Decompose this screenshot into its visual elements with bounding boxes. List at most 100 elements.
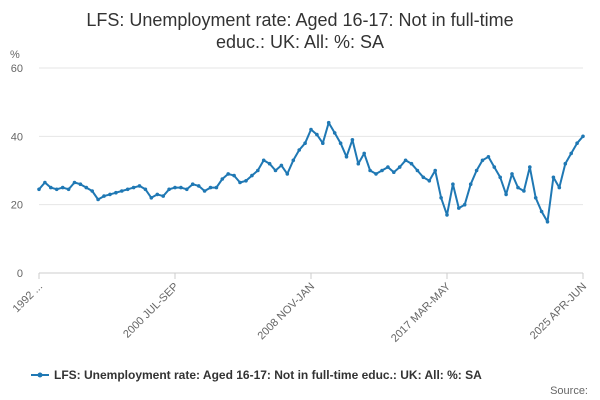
data-point[interactable] <box>575 141 579 145</box>
data-point[interactable] <box>344 155 349 159</box>
data-point[interactable] <box>392 170 396 174</box>
data-point[interactable] <box>492 165 497 169</box>
data-point[interactable] <box>581 134 585 139</box>
data-point[interactable] <box>190 182 195 186</box>
data-point[interactable] <box>66 187 71 192</box>
data-point[interactable] <box>338 141 343 145</box>
data-point[interactable] <box>551 175 556 180</box>
data-point[interactable] <box>161 194 165 198</box>
data-point[interactable] <box>60 185 65 190</box>
data-point[interactable] <box>120 189 124 193</box>
data-point[interactable] <box>569 151 573 156</box>
data-point[interactable] <box>43 180 47 185</box>
data-point[interactable] <box>510 172 514 176</box>
data-point[interactable] <box>49 185 53 190</box>
data-point[interactable] <box>421 175 426 180</box>
data-point[interactable] <box>309 127 313 132</box>
data-point[interactable] <box>528 165 532 169</box>
data-point[interactable] <box>102 194 106 198</box>
data-point[interactable] <box>255 168 260 173</box>
data-point[interactable] <box>557 185 562 190</box>
x-tick-label: 2000 JUL-SEP <box>121 281 181 341</box>
data-point[interactable] <box>131 185 136 190</box>
data-point[interactable] <box>468 182 473 186</box>
data-point[interactable] <box>504 192 508 197</box>
data-point[interactable] <box>539 209 544 214</box>
data-point[interactable] <box>374 172 378 176</box>
data-point[interactable] <box>214 185 219 190</box>
data-point[interactable] <box>516 185 520 190</box>
data-point[interactable] <box>267 161 272 166</box>
data-point[interactable] <box>427 179 432 183</box>
data-point[interactable] <box>261 158 266 163</box>
data-point[interactable] <box>279 163 284 168</box>
data-point[interactable] <box>297 148 302 152</box>
data-point[interactable] <box>380 168 384 173</box>
data-point[interactable] <box>409 161 414 166</box>
data-point[interactable] <box>368 168 372 173</box>
data-point[interactable] <box>96 197 100 202</box>
data-point[interactable] <box>545 220 550 224</box>
data-point[interactable] <box>439 196 443 200</box>
data-point[interactable] <box>179 185 183 190</box>
data-point[interactable] <box>433 168 438 173</box>
data-point[interactable] <box>250 173 254 178</box>
data-point[interactable] <box>108 192 112 197</box>
data-point[interactable] <box>480 158 485 163</box>
data-point[interactable] <box>326 120 331 125</box>
data-point[interactable] <box>173 185 177 190</box>
data-point[interactable] <box>474 168 479 173</box>
data-point[interactable] <box>238 180 242 185</box>
data-point[interactable] <box>114 190 118 195</box>
y-tick-label: 20 <box>11 200 23 212</box>
data-point[interactable] <box>350 138 355 142</box>
data-point[interactable] <box>185 187 189 192</box>
data-point[interactable] <box>90 189 94 193</box>
data-point[interactable] <box>386 165 390 169</box>
data-point[interactable] <box>244 179 248 183</box>
data-point[interactable] <box>285 172 290 176</box>
data-point[interactable] <box>72 180 77 185</box>
data-point[interactable] <box>356 161 361 166</box>
data-point[interactable] <box>462 202 467 207</box>
data-point[interactable] <box>273 168 278 173</box>
data-point[interactable] <box>125 187 130 192</box>
data-point[interactable] <box>226 172 230 176</box>
data-point[interactable] <box>451 182 455 186</box>
data-point[interactable] <box>415 168 420 173</box>
data-point[interactable] <box>321 141 325 145</box>
legend-marker <box>37 372 43 378</box>
data-point[interactable] <box>167 187 171 192</box>
data-point[interactable] <box>522 189 526 193</box>
data-point[interactable] <box>232 173 236 178</box>
data-point[interactable] <box>445 213 449 217</box>
data-point[interactable] <box>303 141 307 145</box>
data-point[interactable] <box>397 165 402 169</box>
data-point[interactable] <box>563 161 568 166</box>
data-point[interactable] <box>137 184 142 188</box>
data-point[interactable] <box>155 192 160 197</box>
data-point[interactable] <box>403 158 408 163</box>
data-point[interactable] <box>37 187 41 192</box>
data-point[interactable] <box>196 184 201 188</box>
legend[interactable]: LFS: Unemployment rate: Aged 16-17: Not … <box>31 368 482 382</box>
data-point[interactable] <box>533 196 538 200</box>
data-point[interactable] <box>208 185 213 190</box>
data-point[interactable] <box>149 196 154 200</box>
data-point[interactable] <box>143 187 148 192</box>
data-point[interactable] <box>291 158 296 163</box>
data-point[interactable] <box>362 151 367 156</box>
data-point[interactable] <box>54 187 59 192</box>
data-point[interactable] <box>315 132 319 137</box>
data-point[interactable] <box>220 177 225 181</box>
series-line <box>38 121 584 223</box>
data-point[interactable] <box>78 182 83 186</box>
data-point[interactable] <box>84 185 89 190</box>
data-point[interactable] <box>498 175 503 180</box>
data-point[interactable] <box>486 155 491 159</box>
data-point[interactable] <box>332 131 337 135</box>
data-point[interactable] <box>202 189 207 193</box>
data-point[interactable] <box>457 206 461 210</box>
chart-title-line-2: educ.: UK: All: %: SA <box>216 32 384 52</box>
